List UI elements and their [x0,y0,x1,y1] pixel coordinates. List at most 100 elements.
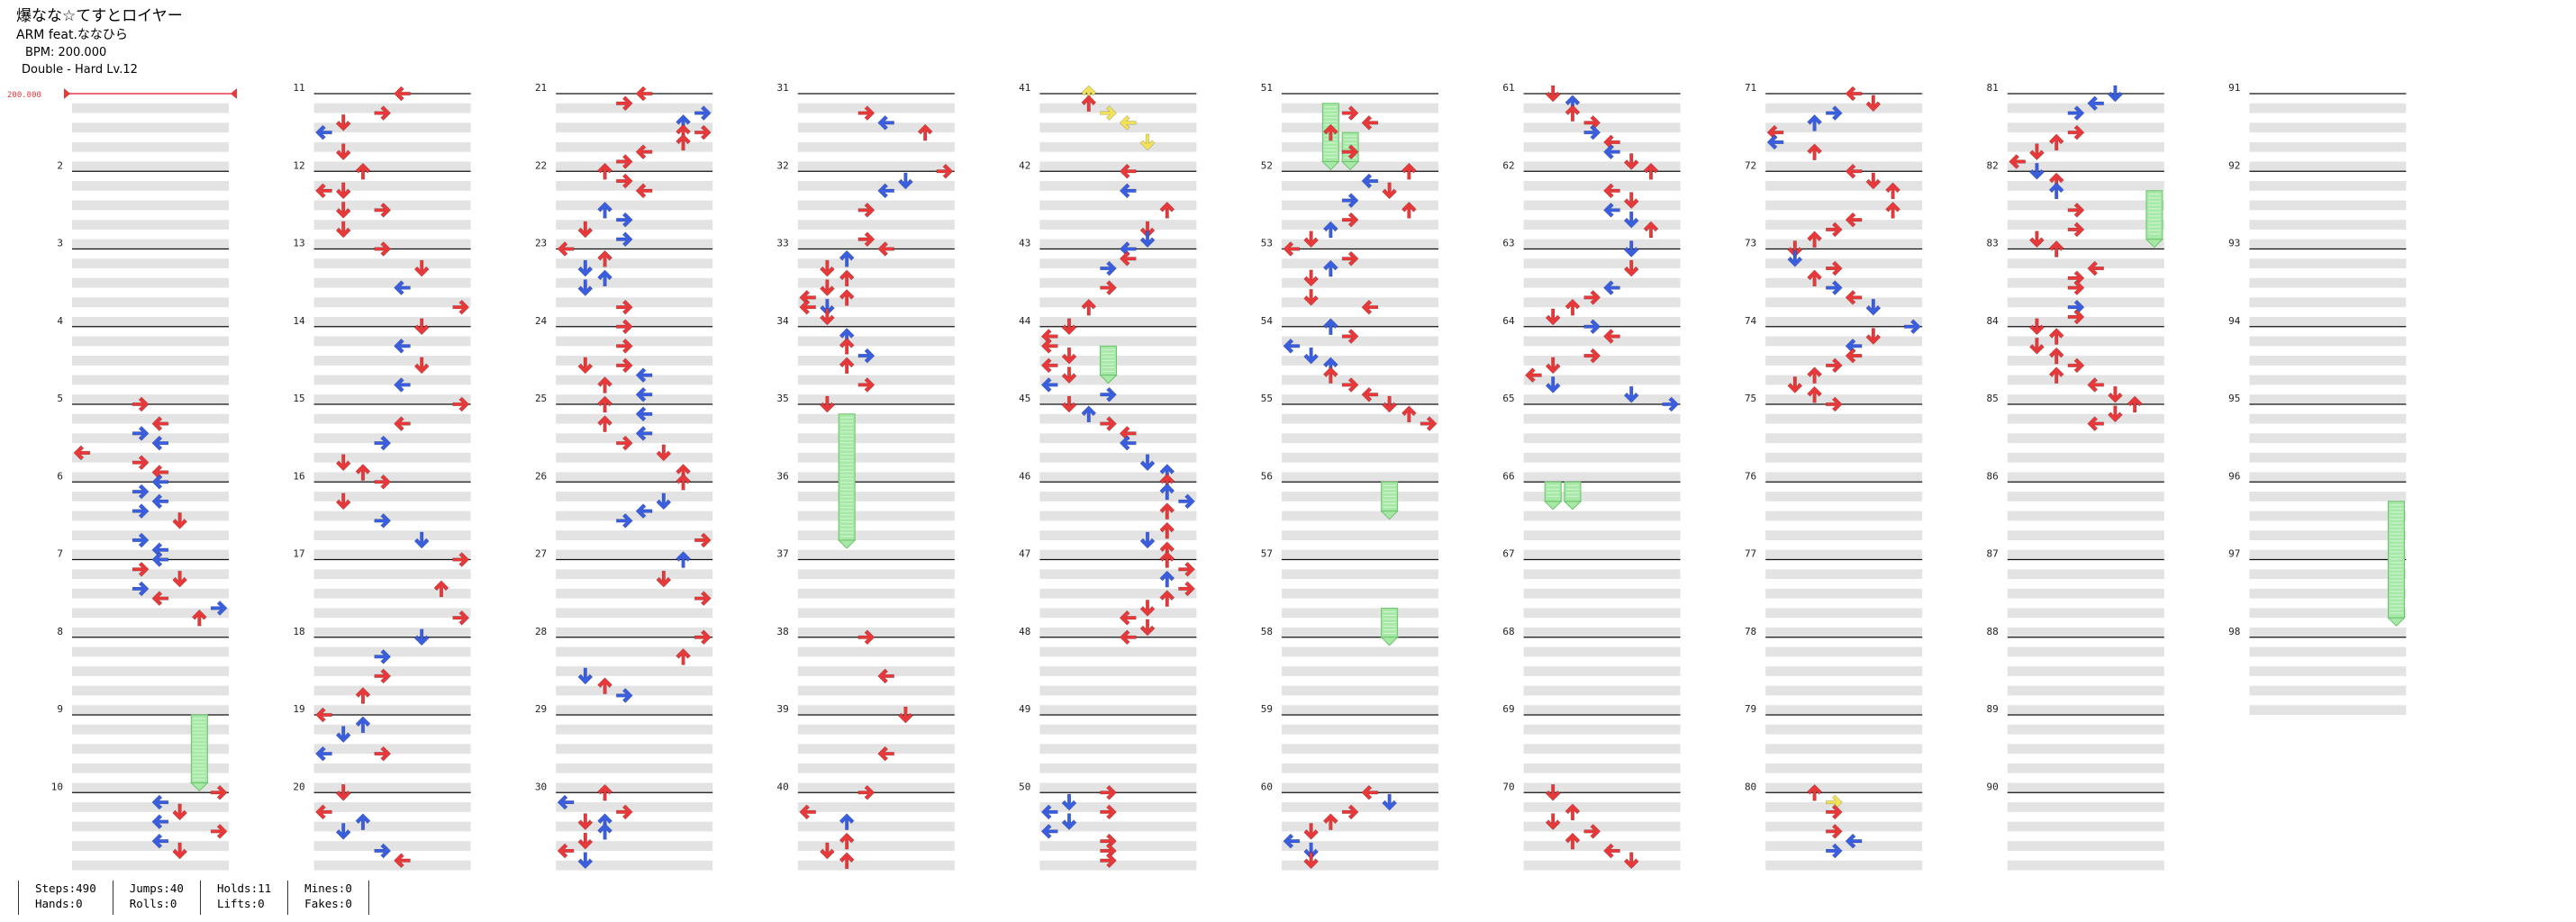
beat-stripe [556,413,713,424]
beat-stripe [2249,277,2407,288]
arrow-note-right [857,348,875,364]
beat-stripe [1039,472,1197,483]
arrow-note-up [597,376,612,393]
measure-label: 14 [293,315,305,327]
beat-stripe [556,588,713,599]
beat-stripe [2007,452,2164,463]
beat-stripe [1523,200,1681,211]
arrow-note-up [1159,201,1175,219]
beat-stripe [1765,627,1923,637]
beat-stripe [1039,802,1197,812]
measure-label: 54 [1261,315,1274,327]
arrow-note-down [898,172,913,190]
beat-stripe [1523,433,1681,444]
beat-stripe [1039,530,1197,540]
measure-label: 89 [1987,703,1999,715]
beat-stripe [1765,220,1923,230]
arrow-note-right [1100,804,1117,820]
arrow-note-left [1603,280,1620,296]
measure-label: 79 [1745,703,1756,715]
arrow-note-left [1040,357,1058,374]
beat-stripe [1039,220,1197,230]
beat-stripe [2007,511,2164,521]
arrow-note-left [151,814,169,830]
beat-stripe [72,569,229,580]
arrow-note-right [1583,348,1601,364]
beat-stripe [1282,200,1438,211]
beat-stripe [556,452,713,463]
arrow-note-left [1766,134,1784,150]
arrow-note-left [151,552,169,567]
beat-stripe [1523,666,1681,676]
arrow-note-right [1826,260,1843,276]
arrow-note-left [877,746,894,762]
beat-stripe [556,316,713,327]
arrow-note-left [1040,804,1058,820]
arrow-note-down [820,279,835,297]
arrow-note-down [1139,221,1156,239]
arrow-note-right [374,474,392,490]
arrow-note-down [2108,385,2123,403]
arrow-note-up [676,551,691,568]
beat-stripe [2007,141,2164,152]
arrow-note-down [335,182,351,200]
arrow-note-right [694,105,712,121]
arrow-note-right [374,105,392,121]
beat-stripe [2249,569,2407,580]
arrow-note-right [1904,319,1921,335]
arrow-note-down [335,202,351,219]
arrow-note-right [132,484,150,500]
beat-stripe [1282,181,1438,191]
beat-stripe [1765,375,1923,385]
beat-stripe [1039,724,1197,735]
arrow-note-right [452,299,470,315]
arrow-note-left [1845,86,1863,102]
arrow-note-up [839,852,855,870]
measure-label: 96 [2228,470,2240,482]
beat-stripe [1765,413,1923,424]
arrow-note-up [597,395,612,413]
beat-stripe [2007,122,2164,133]
arrow-note-down [1545,357,1561,375]
beat-stripe [2007,472,2164,483]
measure-label: 37 [777,548,789,560]
arrow-note-right [1420,416,1438,431]
beat-stripe [313,103,471,113]
measure-label: 18 [293,626,304,637]
stat-value: Jumps:40 [129,881,184,895]
beat-stripe [1039,608,1197,619]
arrow-note-left [1283,833,1301,849]
beat-stripe [72,627,229,637]
beat-stripe [1765,511,1923,521]
arrow-note-right [616,173,633,189]
arrow-note-down [1865,172,1882,190]
arrow-note-left [799,804,816,820]
arrow-note-down [2029,338,2045,355]
arrow-note-down [335,783,351,801]
beat-stripe [1039,356,1197,366]
beat-stripe [1765,472,1923,483]
beat-stripe [2249,220,2407,230]
arrow-note-right [1826,280,1843,296]
arrow-note-right [2067,309,2085,325]
measure-label: 21 [535,82,547,94]
measure-label: 63 [1502,238,1514,249]
beat-stripe [797,336,955,347]
arrow-note-right [1826,843,1843,859]
beat-stripe [797,161,955,172]
arrow-note-down [656,570,672,588]
beat-stripe [1765,860,1923,871]
arrow-note-up [1159,521,1175,539]
beat-stripe [2007,394,2164,404]
arrow-note-right [857,105,875,121]
arrow-note-left [1845,212,1863,228]
arrow-note-up [597,249,612,267]
arrow-note-left [151,416,169,431]
beat-stripe [72,103,229,113]
arrow-note-down [1623,240,1639,258]
beat-stripe [2249,141,2407,152]
beat-stripe [797,375,955,385]
measure-label: 7 [57,548,63,560]
beat-stripe [1765,821,1923,832]
beat-stripe [797,744,955,755]
